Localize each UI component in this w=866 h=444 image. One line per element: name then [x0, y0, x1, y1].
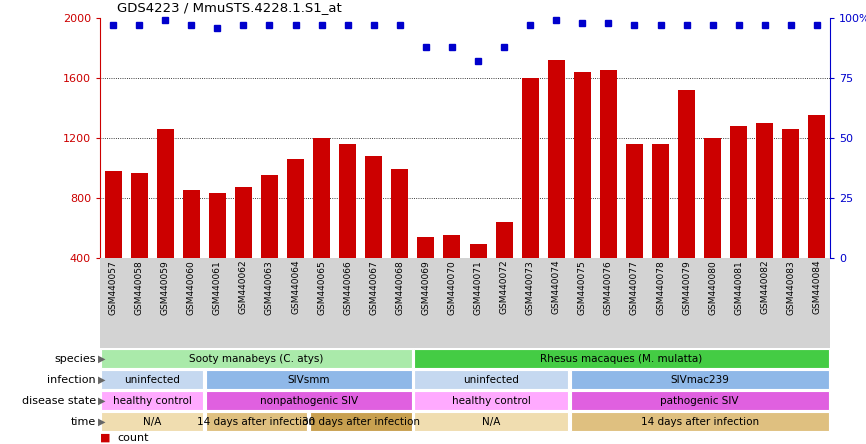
Bar	[414, 412, 568, 431]
Bar	[704, 138, 721, 318]
Text: N/A: N/A	[143, 416, 161, 427]
Bar	[495, 222, 513, 318]
Bar	[652, 144, 669, 318]
Bar	[157, 129, 174, 318]
Text: SIVsmm: SIVsmm	[288, 374, 330, 385]
Text: GSM440077: GSM440077	[630, 260, 639, 314]
Text: GSM440079: GSM440079	[682, 260, 691, 314]
Bar	[365, 156, 382, 318]
Text: SIVmac239: SIVmac239	[670, 374, 729, 385]
Bar	[678, 90, 695, 318]
Text: GSM440065: GSM440065	[317, 260, 326, 314]
Text: GSM440083: GSM440083	[786, 260, 795, 314]
Text: 14 days after infection: 14 days after infection	[641, 416, 759, 427]
Bar	[101, 412, 203, 431]
Bar	[391, 170, 408, 318]
Text: ▶: ▶	[98, 396, 106, 405]
Bar	[339, 144, 356, 318]
Bar	[313, 138, 330, 318]
Text: 30 days after infection: 30 days after infection	[301, 416, 420, 427]
Text: GDS4223 / MmuSTS.4228.1.S1_at: GDS4223 / MmuSTS.4228.1.S1_at	[117, 0, 342, 14]
Bar	[443, 235, 461, 318]
Text: ▶: ▶	[98, 353, 106, 364]
Text: time: time	[70, 416, 95, 427]
Text: GSM440066: GSM440066	[343, 260, 352, 314]
Bar	[571, 370, 829, 389]
Text: GSM440071: GSM440071	[474, 260, 482, 314]
Text: GSM440075: GSM440075	[578, 260, 587, 314]
Bar	[310, 412, 411, 431]
Text: GSM440070: GSM440070	[448, 260, 456, 314]
Bar	[183, 190, 200, 318]
Bar	[205, 391, 411, 410]
Text: uninfected: uninfected	[124, 374, 180, 385]
Text: GSM440062: GSM440062	[239, 260, 248, 314]
Bar	[101, 349, 411, 368]
Text: 14 days after infection: 14 days after infection	[197, 416, 315, 427]
Bar	[600, 71, 617, 318]
Bar	[414, 349, 829, 368]
Text: nonpathogenic SIV: nonpathogenic SIV	[260, 396, 358, 405]
Text: GSM440068: GSM440068	[395, 260, 404, 314]
Bar	[101, 391, 203, 410]
Bar	[756, 123, 773, 318]
Bar	[730, 126, 747, 318]
Bar	[548, 60, 565, 318]
Bar	[571, 412, 829, 431]
Text: GSM440076: GSM440076	[604, 260, 613, 314]
Text: Rhesus macaques (M. mulatta): Rhesus macaques (M. mulatta)	[540, 353, 702, 364]
Bar	[209, 194, 226, 318]
Bar	[414, 391, 568, 410]
Bar	[626, 144, 643, 318]
Text: ▶: ▶	[98, 374, 106, 385]
Bar	[417, 237, 435, 318]
Text: uninfected: uninfected	[463, 374, 519, 385]
Bar	[809, 115, 825, 318]
Text: GSM440064: GSM440064	[291, 260, 300, 314]
Text: GSM440084: GSM440084	[812, 260, 822, 314]
Text: GSM440061: GSM440061	[213, 260, 222, 314]
Bar	[205, 412, 307, 431]
Bar	[235, 187, 252, 318]
Text: count: count	[117, 433, 149, 443]
Text: infection: infection	[47, 374, 95, 385]
Text: GSM440081: GSM440081	[734, 260, 743, 314]
Bar	[782, 129, 799, 318]
Text: GSM440082: GSM440082	[760, 260, 769, 314]
Bar	[205, 370, 411, 389]
Text: GSM440063: GSM440063	[265, 260, 274, 314]
Text: GSM440057: GSM440057	[108, 260, 118, 314]
Text: GSM440067: GSM440067	[369, 260, 378, 314]
Text: GSM440060: GSM440060	[187, 260, 196, 314]
Text: ■: ■	[100, 433, 111, 443]
Text: GSM440078: GSM440078	[656, 260, 665, 314]
Text: healthy control: healthy control	[452, 396, 531, 405]
Text: GSM440058: GSM440058	[134, 260, 144, 314]
Bar	[521, 78, 539, 318]
Text: GSM440059: GSM440059	[161, 260, 170, 314]
Bar	[105, 171, 121, 318]
Text: ▶: ▶	[98, 416, 106, 427]
Bar	[101, 370, 203, 389]
Bar	[287, 159, 304, 318]
Bar	[574, 72, 591, 318]
Bar	[414, 370, 568, 389]
Bar	[571, 391, 829, 410]
Bar	[131, 173, 147, 318]
Text: GSM440072: GSM440072	[500, 260, 508, 314]
Text: healthy control: healthy control	[113, 396, 191, 405]
Text: GSM440069: GSM440069	[422, 260, 430, 314]
Bar	[261, 175, 278, 318]
Text: pathogenic SIV: pathogenic SIV	[661, 396, 739, 405]
Text: species: species	[55, 353, 95, 364]
Text: GSM440074: GSM440074	[552, 260, 561, 314]
Text: GSM440080: GSM440080	[708, 260, 717, 314]
Text: Sooty manabeys (C. atys): Sooty manabeys (C. atys)	[190, 353, 324, 364]
Text: GSM440073: GSM440073	[526, 260, 534, 314]
Bar	[469, 245, 487, 318]
Text: N/A: N/A	[481, 416, 501, 427]
Text: disease state: disease state	[22, 396, 95, 405]
